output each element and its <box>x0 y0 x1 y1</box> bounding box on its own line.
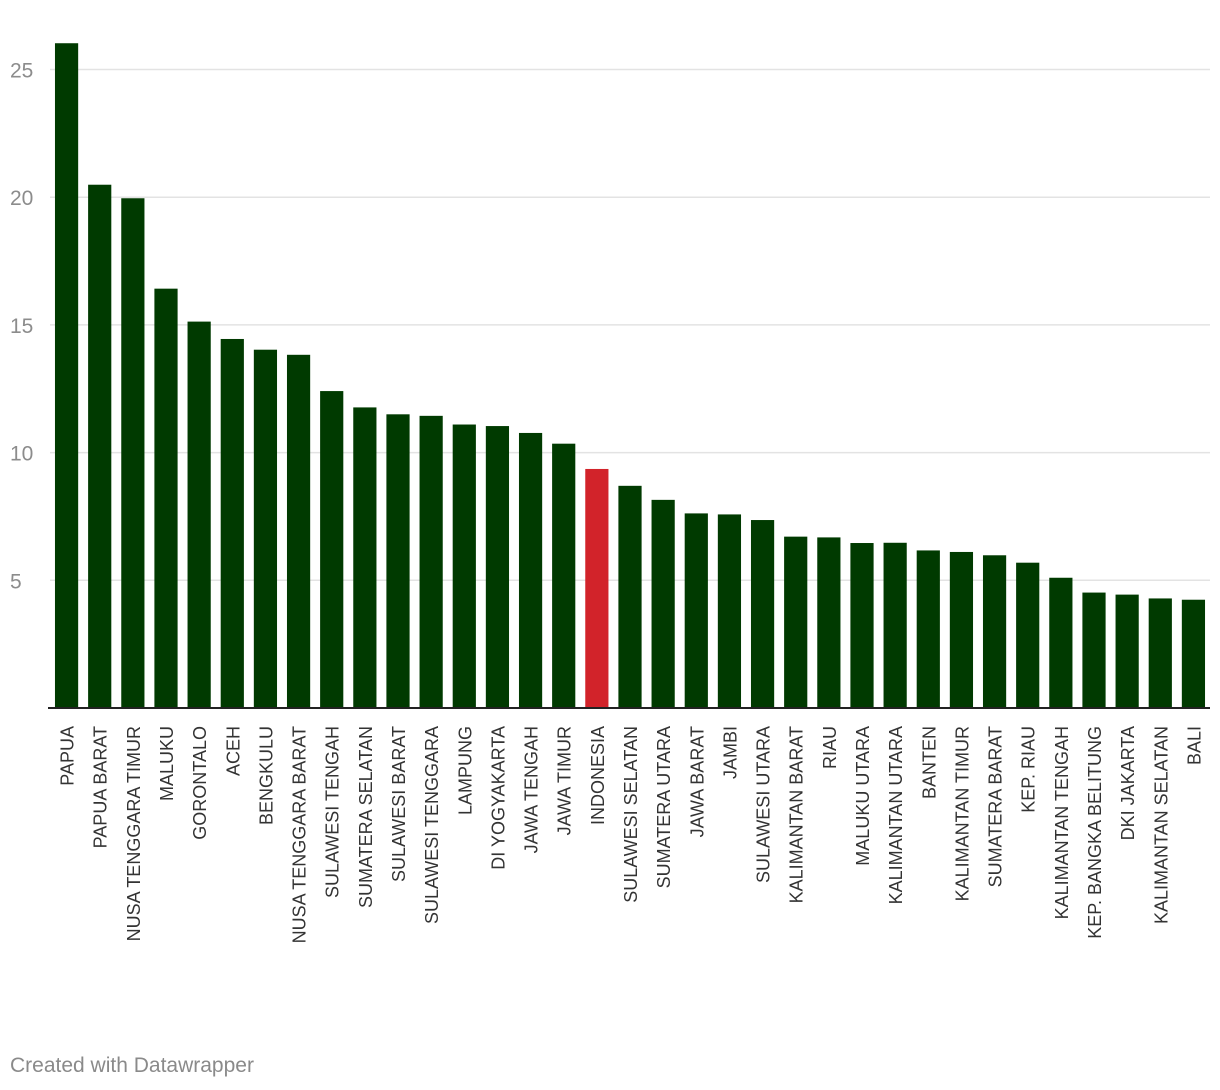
bar <box>386 414 410 708</box>
bar <box>320 391 344 708</box>
x-tick-label: SULAWESI UTARA <box>754 726 774 883</box>
x-tick-label: NUSA TENGGARA TIMUR <box>124 726 144 941</box>
bar <box>353 407 377 708</box>
x-tick-label: JAWA TIMUR <box>555 726 575 835</box>
x-tick-label: SULAWESI SELATAN <box>621 726 641 903</box>
bar <box>982 555 1007 708</box>
bar <box>717 514 742 708</box>
x-tick-label: INDONESIA <box>588 726 608 825</box>
bar <box>187 321 211 708</box>
x-tick-label: SULAWESI TENGAH <box>323 726 343 898</box>
x-tick-label: MALUKU <box>157 726 177 801</box>
x-tick-label: PAPUA <box>58 726 78 786</box>
bar <box>518 432 543 708</box>
x-tick-label: NUSA TENGGARA BARAT <box>290 726 310 943</box>
bar <box>1148 598 1172 708</box>
bar <box>286 354 311 708</box>
y-axis-ticks: 5 10 15 20 25 <box>10 60 33 594</box>
x-tick-label: SULAWESI BARAT <box>389 726 409 882</box>
bar <box>220 338 244 708</box>
bar <box>452 424 476 708</box>
y-tick-label: 20 <box>10 187 33 210</box>
x-tick-label: JAWA BARAT <box>687 726 707 837</box>
x-tick-label: DI YOGYAKARTA <box>488 726 508 870</box>
x-tick-label: BALI <box>1184 726 1204 765</box>
x-tick-label: JAMBI <box>720 726 740 779</box>
bar-highlighted <box>585 468 609 708</box>
x-tick-label: KEP. BANGKA BELITUNG <box>1085 726 1105 939</box>
x-tick-label: ACEH <box>223 726 243 776</box>
x-tick-label: KALIMANTAN UTARA <box>886 726 906 904</box>
bar <box>850 543 874 708</box>
x-tick-label: DKI JAKARTA <box>1118 726 1138 840</box>
bar <box>1082 592 1106 708</box>
x-tick-label: KALIMANTAN BARAT <box>787 726 807 903</box>
x-tick-label: PAPUA BARAT <box>91 726 111 848</box>
x-tick-label: BANTEN <box>919 726 939 799</box>
bar <box>253 349 278 708</box>
bar <box>684 513 708 708</box>
bar <box>121 198 145 708</box>
bar <box>1016 562 1040 708</box>
x-tick-label: BENGKULU <box>256 726 276 825</box>
bar <box>651 499 675 708</box>
x-tick-label: SULAWESI TENGGARA <box>422 726 442 924</box>
x-tick-label: JAWA TENGAH <box>522 726 542 853</box>
bar <box>784 536 808 708</box>
bar <box>916 550 940 708</box>
y-tick-label: 5 <box>10 570 22 593</box>
bar <box>817 537 841 708</box>
bar <box>618 485 642 708</box>
x-tick-label: KALIMANTAN SELATAN <box>1151 726 1171 924</box>
x-tick-label: KALIMANTAN TIMUR <box>952 726 972 901</box>
bar <box>1049 577 1073 708</box>
x-tick-label: SUMATERA BARAT <box>986 726 1006 887</box>
bar <box>54 43 79 709</box>
bar <box>1115 594 1139 708</box>
y-tick-label: 15 <box>10 315 33 338</box>
x-tick-label: KEP. RIAU <box>1019 726 1039 813</box>
bar <box>552 443 576 708</box>
datawrapper-credit: Created with Datawrapper <box>10 1054 254 1077</box>
x-axis-labels: PAPUA PAPUA BARAT NUSA TENGGARA TIMUR MALUK… <box>58 726 1205 943</box>
bar <box>88 184 112 709</box>
x-tick-label: SUMATERA SELATAN <box>356 726 376 908</box>
bar <box>154 288 178 708</box>
bar <box>1181 599 1206 708</box>
bar <box>883 542 907 708</box>
bar <box>485 426 510 708</box>
bar <box>750 520 775 708</box>
y-tick-label: 10 <box>10 443 33 466</box>
x-tick-label: SUMATERA UTARA <box>654 726 674 888</box>
x-tick-label: MALUKU UTARA <box>853 726 873 866</box>
x-tick-label: GORONTALO <box>190 726 210 840</box>
bar <box>949 551 974 708</box>
x-tick-label: LAMPUNG <box>455 726 475 815</box>
bars <box>54 43 1206 709</box>
bar <box>419 415 443 708</box>
y-tick-label: 25 <box>10 60 33 83</box>
x-tick-label: RIAU <box>820 726 840 769</box>
x-tick-label: KALIMANTAN TENGAH <box>1052 726 1072 919</box>
